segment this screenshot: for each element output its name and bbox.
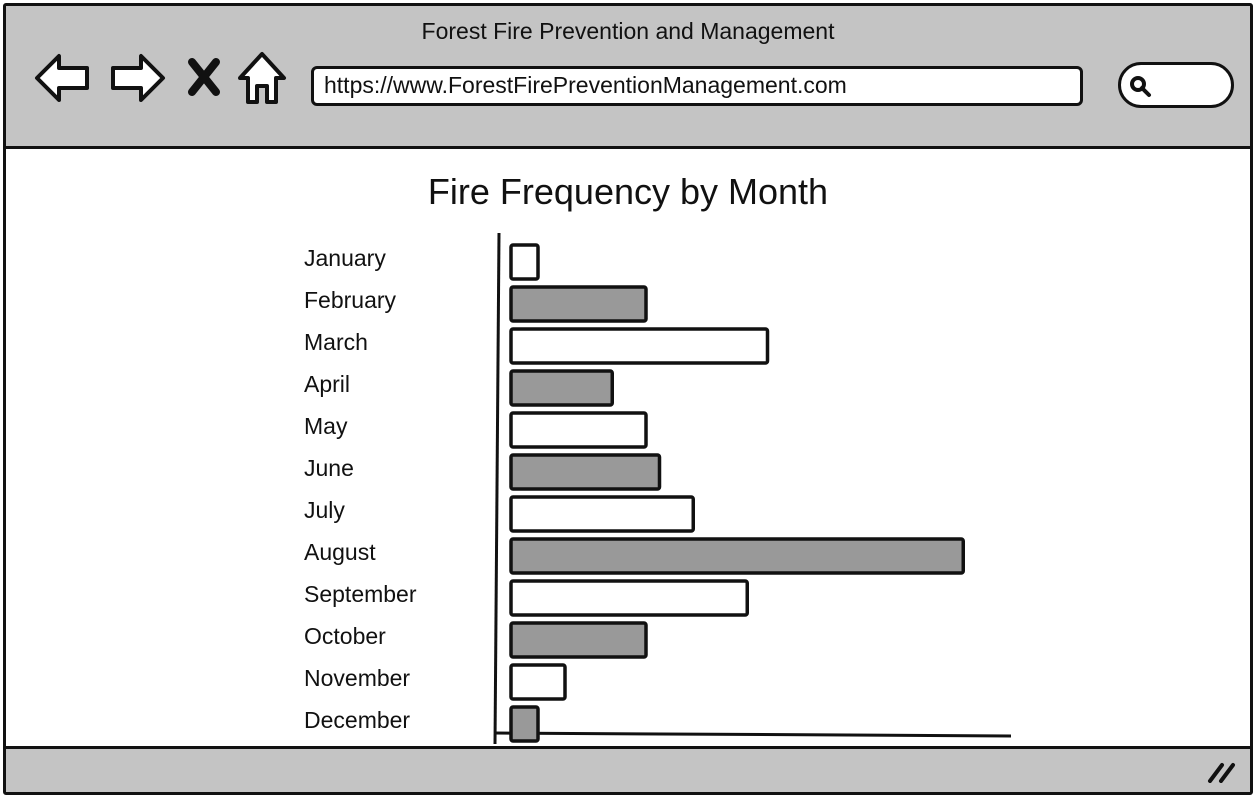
forward-arrow-icon[interactable]	[107, 50, 167, 106]
month-label: March	[304, 329, 368, 355]
browser-window: Forest Fire Prevention and Management ht…	[3, 3, 1253, 795]
url-bar[interactable]: https://www.ForestFirePreventionManageme…	[311, 66, 1083, 106]
month-label: April	[304, 371, 351, 397]
month-label: June	[304, 455, 354, 481]
close-icon[interactable]	[184, 50, 224, 106]
month-label: October	[304, 623, 386, 649]
status-bar	[6, 746, 1250, 792]
resize-handle-icon[interactable]	[1206, 761, 1238, 783]
bar-october	[509, 621, 648, 659]
bar-september	[509, 579, 749, 617]
y-axis-line	[493, 232, 501, 745]
month-label: December	[304, 707, 411, 733]
search-icon	[1130, 76, 1151, 97]
bar-march	[509, 327, 770, 365]
browser-toolbar: Forest Fire Prevention and Management ht…	[6, 6, 1250, 149]
month-label: February	[304, 287, 397, 313]
bar-may	[509, 411, 648, 449]
back-arrow-icon[interactable]	[33, 50, 93, 106]
month-label: January	[304, 245, 386, 271]
month-label: September	[304, 581, 417, 607]
bar-august	[509, 537, 965, 575]
search-input[interactable]	[1118, 62, 1234, 108]
window-title: Forest Fire Prevention and Management	[421, 18, 835, 44]
month-label: May	[304, 413, 348, 439]
home-icon[interactable]	[236, 50, 288, 106]
month-label: November	[304, 665, 411, 691]
bar-april	[509, 369, 614, 407]
bar-january	[509, 243, 540, 281]
bar-november	[509, 663, 567, 701]
x-axis-line	[493, 731, 1012, 738]
bar-chart	[493, 232, 1012, 745]
month-label: July	[304, 497, 345, 523]
bar-december	[509, 705, 540, 743]
chart-title: Fire Frequency by Month	[427, 171, 829, 212]
month-label: August	[304, 539, 376, 565]
bar-february	[509, 285, 648, 323]
bar-july	[509, 495, 695, 533]
bar-june	[509, 453, 662, 491]
